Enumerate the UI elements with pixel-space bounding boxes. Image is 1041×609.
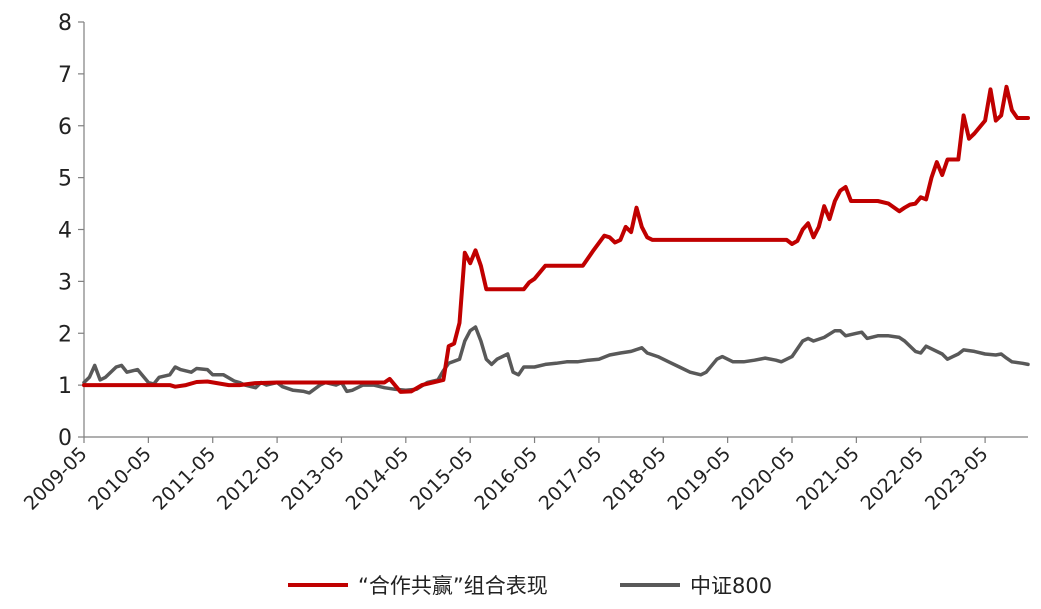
y-tick-label: 5 <box>58 167 72 192</box>
x-axis-ticks: 2009-052010-052011-052012-052013-052014-… <box>20 437 993 515</box>
x-tick-label: 2009-05 <box>20 443 92 515</box>
x-tick-label: 2018-05 <box>599 443 671 515</box>
legend-item-csi800: 中证800 <box>620 574 772 598</box>
x-tick-label: 2017-05 <box>535 443 607 515</box>
x-tick-label: 2022-05 <box>857 443 929 515</box>
y-tick-label: 1 <box>58 374 72 399</box>
x-tick-label: 2021-05 <box>792 443 864 515</box>
y-tick-label: 7 <box>58 63 72 88</box>
series-line-csi800 <box>82 325 1030 395</box>
x-tick-label: 2010-05 <box>84 443 156 515</box>
y-tick-label: 0 <box>58 426 72 451</box>
y-tick-label: 8 <box>58 11 72 36</box>
x-tick-label: 2011-05 <box>149 443 221 515</box>
x-tick-label: 2015-05 <box>406 443 478 515</box>
legend: “合作共赢”组合表现 中证800 <box>288 574 772 598</box>
x-tick-label: 2023-05 <box>921 443 993 515</box>
x-tick-label: 2012-05 <box>213 443 285 515</box>
series-line-portfolio <box>82 84 1030 394</box>
x-tick-label: 2020-05 <box>728 443 800 515</box>
y-tick-label: 4 <box>58 219 72 244</box>
legend-item-portfolio: “合作共赢”组合表现 <box>288 574 548 598</box>
x-tick-label: 2014-05 <box>342 443 414 515</box>
series-lines <box>82 84 1030 395</box>
y-axis-ticks: 0 1 2 3 4 5 6 7 8 <box>58 11 84 451</box>
x-tick-label: 2016-05 <box>470 443 542 515</box>
x-tick-label: 2019-05 <box>663 443 735 515</box>
legend-label: 中证800 <box>690 574 772 598</box>
y-tick-label: 3 <box>58 270 72 295</box>
legend-label: “合作共赢”组合表现 <box>358 574 548 598</box>
y-tick-label: 6 <box>58 115 72 140</box>
y-tick-label: 2 <box>58 322 72 347</box>
x-tick-label: 2013-05 <box>277 443 349 515</box>
